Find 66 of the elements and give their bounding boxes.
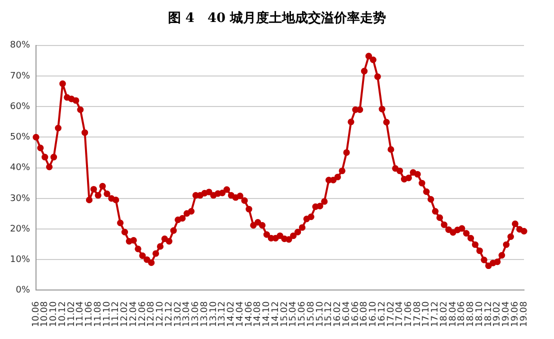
x-tick-label: 10.12 [58,301,68,327]
y-tick-label: 10% [10,254,30,265]
x-tick-label: 16.06 [350,300,361,327]
x-tick-label: 17.10 [422,300,432,327]
x-tick-label: 15.06 [298,300,308,327]
x-tick-label: 14.06 [244,300,254,327]
x-tick-label: 18.02 [439,301,450,327]
x-tick-label: 14.04 [235,300,246,327]
x-tick-label: 16.04 [342,300,352,327]
x-tick-label: 12.12 [164,301,174,327]
x-tick-label: 11.06 [84,300,95,327]
x-tick-label: 10.08 [40,300,50,327]
x-tick-label: 18.10 [474,300,485,327]
chart-title: 图 4 40 城月度土地成交溢价率走势 [166,10,388,28]
x-tick-label: 12.04 [128,300,139,327]
y-tick-label: 30% [10,194,30,204]
x-tick-label: 12.02 [120,301,130,327]
y-tick-label: 20% [10,224,30,234]
x-tick-label: 13.12 [218,301,228,327]
x-tick-label: 11.10 [102,300,112,327]
x-tick-label: 16.10 [368,300,379,327]
x-tick-label: 11.04 [76,300,86,327]
x-tick-label: 18.04 [448,300,458,327]
x-tick-label: 12.08 [146,300,157,327]
x-tick-label: 10.06 [31,300,42,327]
x-tick-label: 19.02 [492,301,503,327]
y-tick-label: 50% [10,132,30,143]
x-tick-label: 11.02 [66,301,77,327]
x-tick-label: 11.12 [111,301,122,327]
x-tick-label: 17.12 [430,301,441,327]
x-tick-label: 15.02 [280,301,290,327]
y-tick-label: 40% [10,163,30,174]
x-tick-label: 13.04 [182,300,192,327]
y-tick-label: 60% [10,102,30,112]
x-tick-label: 14.12 [270,301,281,327]
y-tick-label: 0% [16,286,30,296]
x-tick-label: 17.08 [412,300,423,327]
x-tick-label: 15.12 [324,301,334,327]
x-tick-label: 15.08 [306,300,316,327]
x-tick-label: 11.08 [93,300,104,327]
x-tick-label: 13.06 [191,300,202,327]
x-tick-label: 19.06 [510,300,520,327]
x-tick-label: 18.08 [466,300,476,327]
y-tick-label: 80% [10,40,30,51]
x-tick-label: 10.10 [49,300,60,327]
x-tick-label: 14.10 [262,300,272,327]
x-tick-label: 14.02 [226,301,237,327]
y-tick-label: 70% [10,71,30,82]
x-tick-label: 17.06 [404,300,414,327]
x-tick-label: 12.06 [138,300,148,327]
x-tick-label: 15.10 [315,300,326,327]
x-tick-label: 13.10 [208,300,219,327]
x-tick-label: 15.04 [288,300,299,327]
x-tick-label: 13.02 [173,301,184,327]
x-tick-label: 18.06 [457,300,468,327]
x-tick-label: 16.12 [377,301,388,327]
x-tick-label: 17.04 [395,300,406,327]
x-tick-label: 17.02 [386,301,396,327]
x-tick-label: 19.08 [519,300,530,327]
x-tick-label: 16.02 [333,301,344,327]
x-tick-label: 14.08 [253,300,264,327]
x-tick-label: 19.04 [502,300,512,327]
x-tick-label: 12.10 [156,300,166,327]
x-tick-label: 16.08 [360,300,370,327]
x-tick-label: 13.08 [200,300,210,327]
x-tick-label: 18.12 [484,301,494,327]
